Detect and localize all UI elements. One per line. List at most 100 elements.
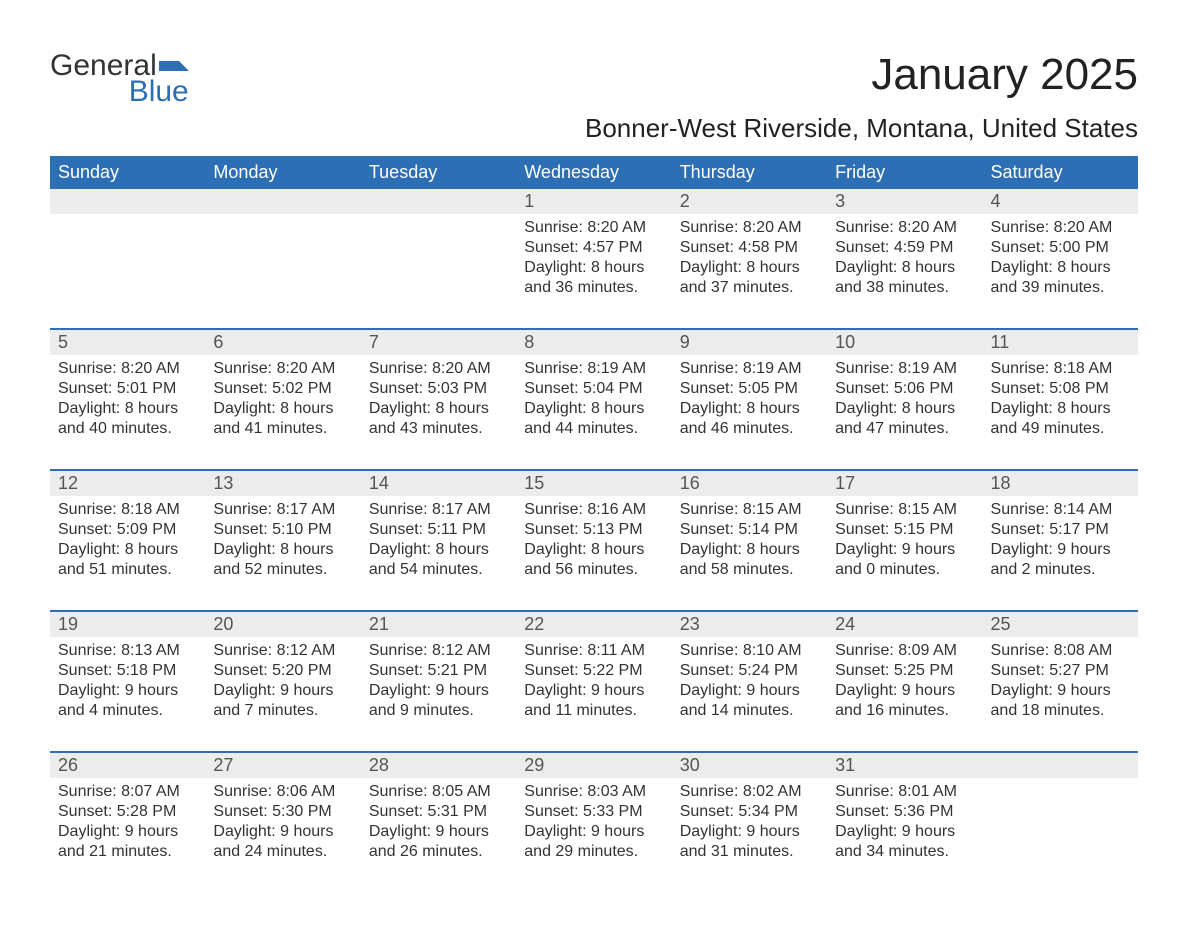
sunset-text: Sunset: 5:00 PM xyxy=(991,238,1130,258)
sunset-text: Sunset: 5:17 PM xyxy=(991,520,1130,540)
sunrise-text: Sunrise: 8:01 AM xyxy=(835,782,974,802)
calendar-cell: Sunrise: 8:12 AMSunset: 5:20 PMDaylight:… xyxy=(205,637,360,745)
location-subtitle: Bonner-West Riverside, Montana, United S… xyxy=(50,113,1138,144)
sunset-text: Sunset: 5:18 PM xyxy=(58,661,197,681)
calendar-cell: Sunrise: 8:03 AMSunset: 5:33 PMDaylight:… xyxy=(516,778,671,886)
sunrise-text: Sunrise: 8:20 AM xyxy=(680,218,819,238)
day2-text: and 9 minutes. xyxy=(369,701,508,721)
calendar-cell: Sunrise: 8:05 AMSunset: 5:31 PMDaylight:… xyxy=(361,778,516,886)
sunset-text: Sunset: 5:20 PM xyxy=(213,661,352,681)
sunrise-text: Sunrise: 8:17 AM xyxy=(213,500,352,520)
day1-text: Daylight: 8 hours xyxy=(58,399,197,419)
calendar-cell: Sunrise: 8:14 AMSunset: 5:17 PMDaylight:… xyxy=(983,496,1138,604)
day1-text: Daylight: 9 hours xyxy=(991,681,1130,701)
sunrise-text: Sunrise: 8:02 AM xyxy=(680,782,819,802)
day1-text: Daylight: 8 hours xyxy=(524,258,663,278)
day-number: 29 xyxy=(516,753,671,778)
day-number: 19 xyxy=(50,612,205,637)
sunset-text: Sunset: 5:25 PM xyxy=(835,661,974,681)
day1-text: Daylight: 8 hours xyxy=(369,399,508,419)
sunset-text: Sunset: 5:04 PM xyxy=(524,379,663,399)
logo-part2: Blue xyxy=(129,75,189,108)
day1-text: Daylight: 9 hours xyxy=(524,681,663,701)
day-number: 3 xyxy=(827,189,982,214)
sunset-text: Sunset: 5:15 PM xyxy=(835,520,974,540)
calendar-cell: Sunrise: 8:15 AMSunset: 5:15 PMDaylight:… xyxy=(827,496,982,604)
sunrise-text: Sunrise: 8:20 AM xyxy=(58,359,197,379)
calendar-cell: Sunrise: 8:01 AMSunset: 5:36 PMDaylight:… xyxy=(827,778,982,886)
day1-text: Daylight: 8 hours xyxy=(835,258,974,278)
sunset-text: Sunset: 4:58 PM xyxy=(680,238,819,258)
sunset-text: Sunset: 5:27 PM xyxy=(991,661,1130,681)
day1-text: Daylight: 8 hours xyxy=(835,399,974,419)
day-number: 9 xyxy=(672,330,827,355)
day-number: 31 xyxy=(827,753,982,778)
day1-text: Daylight: 8 hours xyxy=(213,540,352,560)
day-header: Thursday xyxy=(672,156,827,189)
header-row: General Blue January 2025 xyxy=(50,50,1138,107)
day1-text: Daylight: 9 hours xyxy=(835,540,974,560)
sunset-text: Sunset: 5:22 PM xyxy=(524,661,663,681)
sunset-text: Sunset: 5:24 PM xyxy=(680,661,819,681)
day2-text: and 41 minutes. xyxy=(213,419,352,439)
day2-text: and 44 minutes. xyxy=(524,419,663,439)
day-number: 11 xyxy=(983,330,1138,355)
daynum-row: 567891011 xyxy=(50,328,1138,355)
day2-text: and 36 minutes. xyxy=(524,278,663,298)
calendar-cell: Sunrise: 8:10 AMSunset: 5:24 PMDaylight:… xyxy=(672,637,827,745)
sunset-text: Sunset: 5:36 PM xyxy=(835,802,974,822)
day2-text: and 31 minutes. xyxy=(680,842,819,862)
sunrise-text: Sunrise: 8:19 AM xyxy=(835,359,974,379)
day-header: Saturday xyxy=(983,156,1138,189)
day2-text: and 4 minutes. xyxy=(58,701,197,721)
day1-text: Daylight: 9 hours xyxy=(213,822,352,842)
day1-text: Daylight: 9 hours xyxy=(835,822,974,842)
day1-text: Daylight: 9 hours xyxy=(680,681,819,701)
day1-text: Daylight: 9 hours xyxy=(524,822,663,842)
sunrise-text: Sunrise: 8:08 AM xyxy=(991,641,1130,661)
day2-text: and 21 minutes. xyxy=(58,842,197,862)
day-number: 16 xyxy=(672,471,827,496)
day-number: 4 xyxy=(983,189,1138,214)
calendar-cell: Sunrise: 8:13 AMSunset: 5:18 PMDaylight:… xyxy=(50,637,205,745)
sunset-text: Sunset: 5:02 PM xyxy=(213,379,352,399)
sunset-text: Sunset: 5:34 PM xyxy=(680,802,819,822)
sunrise-text: Sunrise: 8:20 AM xyxy=(369,359,508,379)
sunset-text: Sunset: 5:30 PM xyxy=(213,802,352,822)
sunset-text: Sunset: 5:06 PM xyxy=(835,379,974,399)
week-row: Sunrise: 8:20 AMSunset: 4:57 PMDaylight:… xyxy=(50,214,1138,322)
day-number: 15 xyxy=(516,471,671,496)
calendar-cell: Sunrise: 8:20 AMSunset: 4:59 PMDaylight:… xyxy=(827,214,982,322)
sunrise-text: Sunrise: 8:15 AM xyxy=(835,500,974,520)
day2-text: and 39 minutes. xyxy=(991,278,1130,298)
calendar-cell xyxy=(361,214,516,322)
calendar-cell: Sunrise: 8:18 AMSunset: 5:09 PMDaylight:… xyxy=(50,496,205,604)
day-header: Friday xyxy=(827,156,982,189)
calendar-cell: Sunrise: 8:20 AMSunset: 4:57 PMDaylight:… xyxy=(516,214,671,322)
day2-text: and 18 minutes. xyxy=(991,701,1130,721)
sunrise-text: Sunrise: 8:17 AM xyxy=(369,500,508,520)
day1-text: Daylight: 9 hours xyxy=(369,681,508,701)
sunset-text: Sunset: 5:09 PM xyxy=(58,520,197,540)
day2-text: and 34 minutes. xyxy=(835,842,974,862)
sunrise-text: Sunrise: 8:06 AM xyxy=(213,782,352,802)
sunset-text: Sunset: 4:57 PM xyxy=(524,238,663,258)
sunrise-text: Sunrise: 8:10 AM xyxy=(680,641,819,661)
day-header: Monday xyxy=(205,156,360,189)
day-number: 25 xyxy=(983,612,1138,637)
sunrise-text: Sunrise: 8:16 AM xyxy=(524,500,663,520)
day1-text: Daylight: 8 hours xyxy=(680,399,819,419)
day2-text: and 46 minutes. xyxy=(680,419,819,439)
calendar-cell xyxy=(983,778,1138,886)
day1-text: Daylight: 8 hours xyxy=(213,399,352,419)
calendar-cell: Sunrise: 8:18 AMSunset: 5:08 PMDaylight:… xyxy=(983,355,1138,463)
sunset-text: Sunset: 5:31 PM xyxy=(369,802,508,822)
day-number: 28 xyxy=(361,753,516,778)
sunrise-text: Sunrise: 8:18 AM xyxy=(58,500,197,520)
day1-text: Daylight: 8 hours xyxy=(524,399,663,419)
sunrise-text: Sunrise: 8:12 AM xyxy=(369,641,508,661)
day-number: 10 xyxy=(827,330,982,355)
day-number: 26 xyxy=(50,753,205,778)
calendar-cell: Sunrise: 8:19 AMSunset: 5:05 PMDaylight:… xyxy=(672,355,827,463)
day1-text: Daylight: 8 hours xyxy=(991,399,1130,419)
